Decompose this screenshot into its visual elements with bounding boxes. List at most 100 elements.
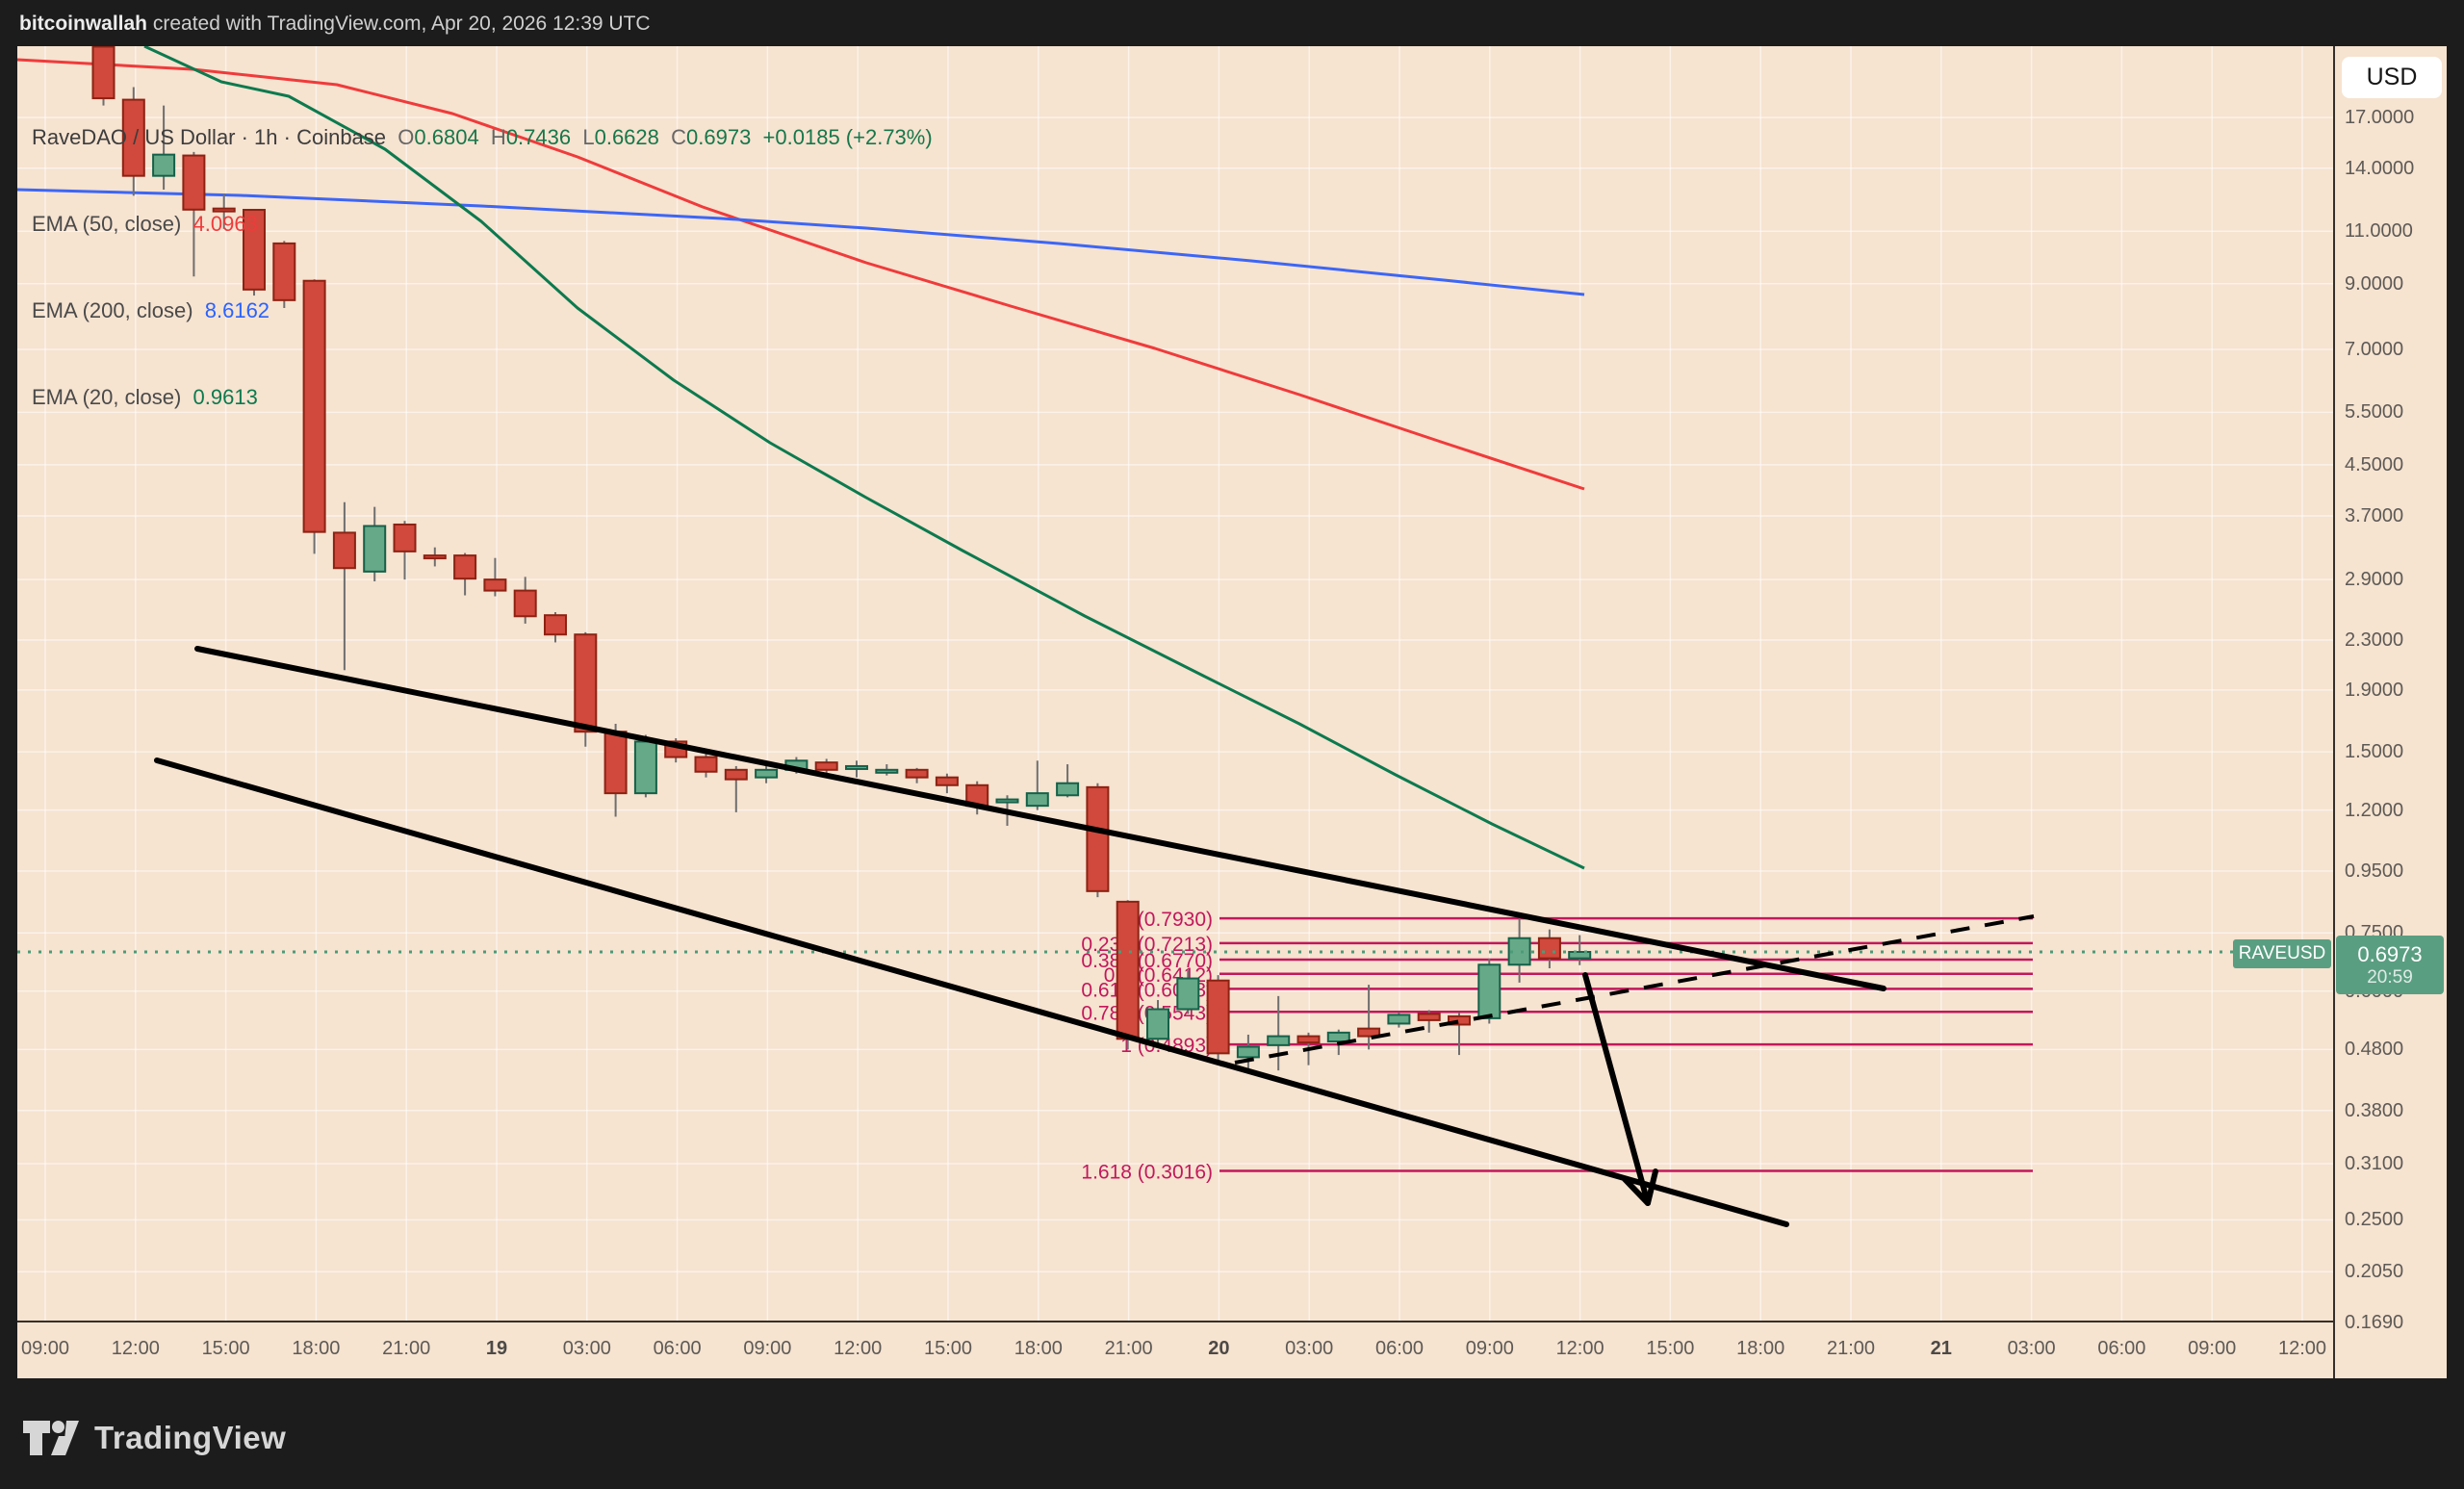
time-tick: 21	[1930, 1338, 1952, 1359]
price-tick: 0.9500	[2345, 860, 2404, 883]
price-tick: 11.0000	[2345, 220, 2413, 243]
price-tick: 5.5000	[2345, 401, 2404, 424]
ema200-line[interactable]	[17, 188, 1585, 296]
time-tick: 20	[1208, 1338, 1230, 1359]
attribution-username: bitcoinwallah	[19, 13, 148, 35]
time-tick: 21:00	[382, 1338, 431, 1359]
fib-label: 0.236 (0.7213)	[1081, 934, 1213, 956]
candle-body	[603, 731, 628, 795]
top-bar: bitcoinwallah created with TradingView.c…	[0, 0, 2464, 46]
time-tick: 12:00	[2277, 1338, 2327, 1359]
candle-body	[814, 761, 838, 771]
candle-body	[1568, 951, 1592, 960]
candle-body	[1357, 1027, 1381, 1038]
candle-body	[724, 768, 748, 781]
time-tick: 12:00	[111, 1338, 160, 1359]
bar-countdown: 20:59	[2367, 966, 2413, 988]
last-price-flag: 0.6973 20:59	[2336, 936, 2444, 994]
candle-body	[1387, 1014, 1411, 1025]
candle-body	[875, 768, 899, 774]
symbol-price-flag: RAVEUSD	[2233, 939, 2331, 968]
candle-body	[544, 614, 567, 636]
candle-body	[91, 46, 116, 100]
price-tick: 0.4800	[2345, 1039, 2404, 1061]
candle-body	[182, 154, 206, 211]
fib-label: 0.382 (0.6770)	[1081, 950, 1213, 972]
fib-label: 1.618 (0.3016)	[1081, 1161, 1213, 1183]
time-tick: 18:00	[292, 1338, 341, 1359]
candle-body	[121, 98, 145, 177]
time-axis[interactable]: 09:00 12:00 15:00 18:00 21:00 19 03:00 06:00 09:…	[17, 1321, 2333, 1378]
candle-body	[1417, 1013, 1441, 1021]
price-tick: 0.3100	[2345, 1153, 2404, 1175]
candle-body	[302, 279, 326, 533]
candle-body	[423, 554, 447, 560]
attribution-rest: created with TradingView.com, Apr 20, 20…	[147, 13, 651, 35]
candlestick-chart-canvas[interactable]: 0 (0.7930)0.236 (0.7213)0.382 (0.6770)0.…	[17, 46, 2333, 1321]
candle-body	[1537, 937, 1561, 960]
price-tick: 0.1690	[2345, 1311, 2404, 1333]
candle-body	[453, 554, 477, 580]
price-tick: 7.0000	[2345, 338, 2404, 360]
candle-body	[574, 633, 598, 733]
time-tick: 12:00	[834, 1338, 883, 1359]
time-tick: 06:00	[2097, 1338, 2146, 1359]
candle-body	[483, 578, 507, 592]
tradingview-logo[interactable]: TradingView	[21, 1413, 286, 1463]
price-tick: 4.5000	[2345, 453, 2404, 475]
time-tick: 18:00	[1736, 1338, 1785, 1359]
candle-body	[332, 531, 356, 570]
candle-body	[755, 768, 779, 779]
time-tick: 21:00	[1826, 1338, 1876, 1359]
time-tick: 03:00	[562, 1338, 611, 1359]
time-tick: 19	[485, 1338, 508, 1359]
candle-body	[212, 207, 236, 213]
price-tick: 17.0000	[2345, 107, 2415, 129]
projection-arrow-head	[1622, 1168, 1658, 1206]
candle-body	[633, 740, 657, 795]
footer-bar: TradingView	[0, 1378, 2464, 1489]
candle-body	[995, 798, 1019, 804]
candle-body	[393, 523, 417, 552]
candle-body	[513, 589, 537, 618]
tradingview-logo-text: TradingView	[94, 1420, 287, 1455]
chart-pane[interactable]: 0 (0.7930) 0.236 (0.7213) 0.382 (0.6770) 0.…	[17, 46, 2333, 1321]
time-tick: 15:00	[201, 1338, 250, 1359]
price-tick: 3.7000	[2345, 505, 2404, 526]
time-tick: 09:00	[20, 1338, 70, 1359]
price-tick: 1.9000	[2345, 679, 2404, 701]
candle-body	[1025, 792, 1049, 808]
time-tick: 09:00	[2188, 1338, 2237, 1359]
projection-arrow-shaft[interactable]	[1582, 972, 1651, 1206]
candle-body	[1086, 785, 1110, 892]
ema20-line[interactable]	[143, 46, 1585, 870]
channel-lower-trendline[interactable]	[154, 757, 1789, 1227]
time-tick: 06:00	[1374, 1338, 1424, 1359]
candle-body	[1296, 1035, 1321, 1044]
price-tick: 9.0000	[2345, 272, 2404, 295]
candle-body	[243, 209, 266, 291]
candle-body	[1477, 963, 1502, 1019]
channel-upper-trendline[interactable]	[194, 646, 1886, 991]
candle-body	[845, 764, 868, 770]
ema50-line[interactable]	[17, 58, 1585, 491]
price-tick: 0.2050	[2345, 1261, 2404, 1283]
time-tick: 06:00	[653, 1338, 702, 1359]
candle-body	[1448, 1014, 1471, 1026]
time-tick: 21:00	[1104, 1338, 1153, 1359]
attribution-text: bitcoinwallah created with TradingView.c…	[19, 13, 651, 36]
candle-body	[1206, 979, 1230, 1055]
time-tick: 03:00	[2007, 1338, 2056, 1359]
dashed-trendline[interactable]	[1234, 914, 2035, 1065]
candle-body	[272, 242, 296, 301]
price-axis[interactable]: USD 17.0000 14.0000 11.0000 9.0000 7.0000 5.5…	[2333, 46, 2447, 1378]
candle-body	[905, 768, 929, 779]
candle-body	[1236, 1045, 1260, 1059]
currency-usd-button[interactable]: USD	[2342, 57, 2442, 98]
candle-body	[1146, 1008, 1169, 1040]
candle-body	[152, 153, 176, 177]
time-tick: 12:00	[1555, 1338, 1604, 1359]
fib-label: 0 (0.7930)	[1120, 909, 1213, 931]
candle-body	[935, 776, 959, 786]
price-tick: 0.3800	[2345, 1099, 2404, 1121]
